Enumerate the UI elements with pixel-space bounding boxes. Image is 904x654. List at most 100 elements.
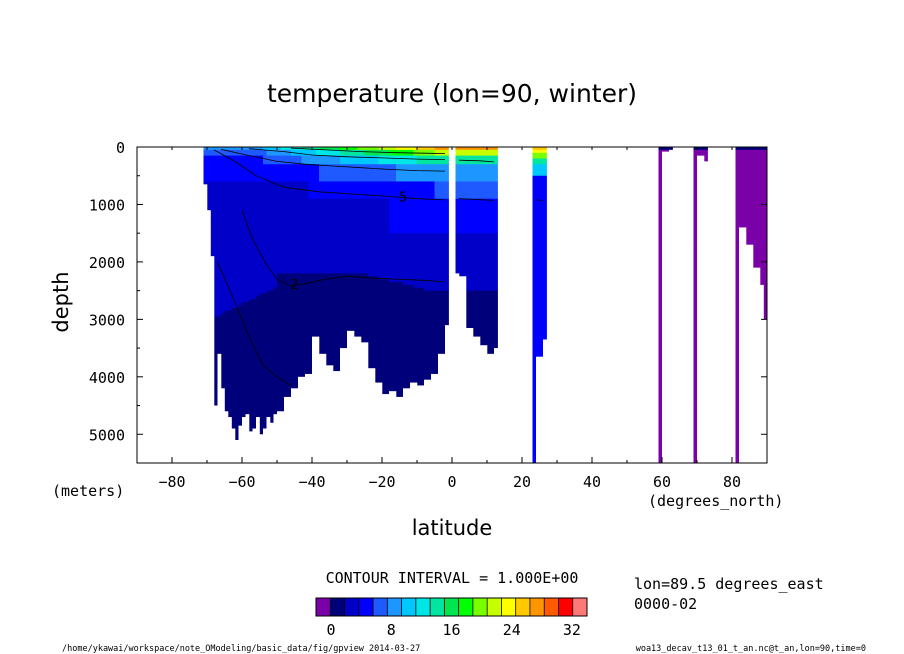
- temperature-cell: [214, 371, 218, 375]
- temperature-cell: [228, 305, 232, 309]
- temperature-cell: [266, 241, 271, 246]
- temperature-cell: [235, 405, 239, 409]
- temperature-cell: [308, 178, 313, 182]
- temperature-cell: [361, 195, 365, 200]
- temperature-cell: [224, 339, 229, 343]
- temperature-cell: [228, 164, 232, 168]
- temperature-cell: [280, 345, 285, 349]
- temperature-cell: [301, 198, 306, 202]
- temperature-cell: [284, 339, 288, 343]
- temperature-cell: [315, 238, 320, 243]
- temperature-cell: [277, 259, 281, 263]
- temperature-cell: [249, 428, 253, 432]
- temperature-cell: [312, 192, 316, 197]
- temperature-cell: [291, 164, 295, 168]
- temperature-cell: [249, 391, 253, 395]
- temperature-cell: [214, 241, 218, 246]
- temperature-cell: [336, 273, 341, 277]
- temperature-cell: [329, 322, 334, 326]
- temperature-cell: [249, 305, 253, 309]
- temperature-cell: [319, 327, 323, 332]
- temperature-cell: [333, 359, 337, 363]
- temperature-cell: [266, 276, 271, 280]
- temperature-cell: [287, 330, 292, 335]
- temperature-cell: [259, 396, 264, 401]
- temperature-cell: [277, 218, 281, 223]
- temperature-cell: [347, 284, 351, 289]
- temperature-cell: [242, 348, 246, 352]
- temperature-cell: [214, 325, 218, 329]
- temperature-cell: [228, 253, 232, 257]
- temperature-cell: [266, 316, 271, 320]
- temperature-cell: [340, 224, 344, 228]
- temperature-cell: [322, 302, 327, 306]
- temperature-cell: [287, 316, 292, 320]
- temperature-cell: [347, 190, 351, 194]
- temperature-cell: [235, 330, 239, 335]
- temperature-cell: [203, 152, 208, 157]
- temperature-cell: [305, 213, 309, 217]
- temperature-cell: [217, 227, 222, 231]
- temperature-cell: [238, 152, 243, 157]
- temperature-cell: [280, 325, 285, 329]
- temperature-cell: [284, 293, 288, 297]
- temperature-cell: [231, 238, 236, 243]
- temperature-cell: [280, 273, 285, 277]
- temperature-cell: [287, 310, 292, 315]
- temperature-cell: [242, 316, 246, 320]
- temperature-cell: [315, 201, 320, 205]
- temperature-cell: [301, 213, 306, 217]
- temperature-cell: [291, 322, 295, 326]
- temperature-cell: [347, 302, 351, 306]
- temperature-cell: [322, 187, 327, 191]
- temperature-cell: [221, 167, 225, 171]
- temperature-cell: [343, 325, 348, 329]
- temperature-cell: [333, 152, 337, 157]
- temperature-cell: [315, 330, 320, 335]
- temperature-cell: [357, 279, 362, 283]
- temperature-cell: [266, 164, 271, 168]
- temperature-cell: [231, 379, 236, 383]
- temperature-cell: [280, 408, 285, 412]
- temperature-cell: [231, 399, 236, 404]
- temperature-cell: [322, 172, 327, 177]
- temperature-cell: [259, 356, 264, 360]
- temperature-cell: [305, 224, 309, 228]
- temperature-cell: [273, 385, 278, 389]
- temperature-cell: [224, 198, 229, 202]
- temperature-cell: [340, 215, 344, 220]
- temperature-cell: [273, 319, 278, 323]
- temperature-cell: [298, 190, 302, 194]
- temperature-cell: [263, 230, 267, 234]
- temperature-cell: [263, 241, 267, 246]
- temperature-cell: [287, 391, 292, 395]
- temperature-cell: [315, 253, 320, 257]
- temperature-cell: [214, 359, 218, 363]
- temperature-cell: [238, 184, 243, 188]
- temperature-cell: [221, 339, 225, 343]
- temperature-cell: [273, 402, 278, 406]
- temperature-cell: [231, 396, 236, 401]
- temperature-cell: [343, 316, 348, 320]
- temperature-cell: [242, 256, 246, 260]
- temperature-cell: [259, 192, 264, 197]
- temperature-cell: [266, 396, 271, 401]
- temperature-cell: [256, 333, 260, 337]
- temperature-cell: [231, 215, 236, 220]
- temperature-cell: [214, 402, 218, 406]
- temperature-cell: [336, 327, 341, 332]
- temperature-cell: [308, 207, 313, 211]
- temperature-cell: [231, 236, 236, 240]
- temperature-cell: [291, 302, 295, 306]
- temperature-cell: [259, 284, 264, 289]
- temperature-cell: [224, 296, 229, 300]
- temperature-cell: [336, 319, 341, 323]
- temperature-cell: [301, 192, 306, 197]
- temperature-cell: [238, 371, 243, 375]
- temperature-cell: [263, 310, 267, 315]
- temperature-cell: [238, 276, 243, 280]
- temperature-cell: [280, 207, 285, 211]
- temperature-cell: [298, 195, 302, 200]
- temperature-cell: [214, 158, 218, 162]
- temperature-cell: [350, 259, 355, 263]
